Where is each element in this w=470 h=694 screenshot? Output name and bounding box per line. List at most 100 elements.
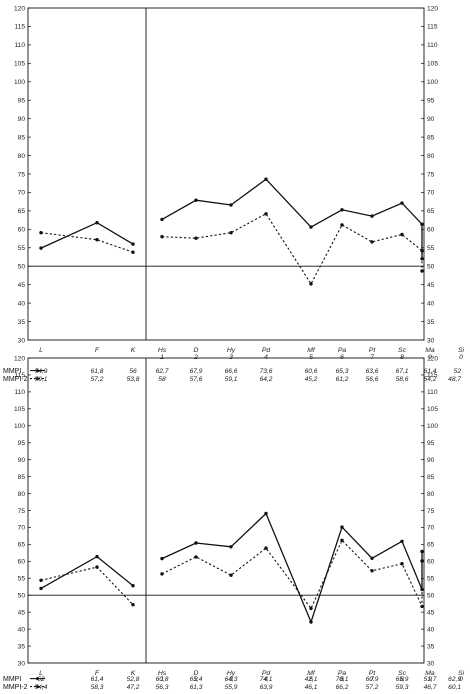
category-number: 0 <box>459 676 463 683</box>
category-number: 1 <box>160 676 164 683</box>
series-line-mmpi-2 <box>161 213 423 285</box>
y-tick-label-left: 75 <box>18 171 26 178</box>
series-value-label: 45,2 <box>305 376 318 383</box>
y-tick-label-right: 65 <box>427 208 435 215</box>
y-tick-label-left: 85 <box>18 474 26 481</box>
y-tick-label-right: 120 <box>427 355 438 362</box>
series-value-label: 66,6 <box>225 368 238 375</box>
data-point-mmpi-2 <box>420 269 424 273</box>
y-tick-label-right: 100 <box>427 423 438 430</box>
category-label: K <box>131 347 136 354</box>
category-number: 9 <box>428 676 432 683</box>
category-number: 7 <box>370 354 374 361</box>
y-tick-label-right: 50 <box>427 264 435 271</box>
series-value-label: 67,9 <box>190 368 203 375</box>
data-point-mmpi-2 <box>420 604 424 609</box>
series-value-label: 46,1 <box>305 684 318 691</box>
series-value-label: 61,2 <box>336 376 349 383</box>
data-point-mmpi-2 <box>39 231 43 235</box>
series-value-label: 58,3 <box>91 684 104 691</box>
y-tick-label-right: 95 <box>427 98 435 105</box>
series-value-label: 57,2 <box>366 684 379 691</box>
y-tick-label-left: 70 <box>18 525 26 532</box>
data-point-mmpi <box>39 586 43 591</box>
data-point-mmpi <box>39 246 43 250</box>
y-tick-label-right: 115 <box>427 24 438 31</box>
data-point-mmpi <box>95 221 99 225</box>
series-value-label: 46,7 <box>424 684 437 691</box>
y-tick-label-right: 115 <box>427 372 438 379</box>
y-tick-label-left: 85 <box>18 134 26 141</box>
y-tick-label-right: 110 <box>427 389 438 396</box>
category-number: 5 <box>309 676 313 683</box>
series-value-label: 61,4 <box>424 368 437 375</box>
category-number: 3 <box>229 354 233 361</box>
series-value-label: 65,4 <box>190 676 203 683</box>
series-value-label: 63,6 <box>366 368 379 375</box>
y-tick-label-right: 70 <box>427 190 435 197</box>
category-label: Pd <box>262 670 271 677</box>
series-value-label: 57,2 <box>91 376 104 383</box>
legend-series-name: MMPI-2 <box>3 376 28 383</box>
y-tick-label-left: 45 <box>18 609 26 616</box>
y-tick-label-right: 65 <box>427 542 435 549</box>
y-tick-label-right: 50 <box>427 593 435 600</box>
series-value-label: 54,9 <box>35 368 48 375</box>
data-point-mmpi <box>194 541 198 545</box>
y-tick-label-right: 45 <box>427 282 435 289</box>
series-value-label: 59,1 <box>225 376 238 383</box>
data-point-mmpi <box>370 556 374 560</box>
category-label: D <box>194 670 199 677</box>
data-point-mmpi <box>95 554 99 559</box>
y-tick-label-left: 90 <box>18 457 26 464</box>
series-value-label: 57,6 <box>190 376 203 383</box>
category-label: Si <box>458 670 465 677</box>
y-tick-label-right: 60 <box>427 559 435 566</box>
data-point-mmpi <box>229 203 233 207</box>
y-tick-label-right: 75 <box>427 171 435 178</box>
data-point-mmpi <box>420 549 424 554</box>
y-tick-label-left: 100 <box>14 423 25 430</box>
series-value-label: 61,4 <box>91 676 104 683</box>
series-value-label: 56,3 <box>156 684 169 691</box>
series-value-label: 56 <box>129 368 137 375</box>
series-line-mmpi <box>40 221 134 249</box>
series-value-label: 54,2 <box>424 376 437 383</box>
y-tick-label-right: 40 <box>427 626 435 633</box>
data-point-mmpi-2 <box>160 235 164 239</box>
category-label: Ma <box>425 347 435 354</box>
category-label: Pt <box>369 670 377 677</box>
y-tick-label-left: 65 <box>18 208 26 215</box>
series-value-label: 53,8 <box>127 376 140 383</box>
y-tick-label-left: 70 <box>18 190 26 197</box>
category-label: Pa <box>338 347 347 354</box>
category-label: L <box>39 670 43 677</box>
series-value-label: 60,6 <box>305 368 318 375</box>
data-point-mmpi <box>370 214 374 218</box>
data-point-mmpi <box>340 208 344 212</box>
series-value-label: 52,8 <box>127 676 140 683</box>
data-point-mmpi-2 <box>400 562 404 566</box>
series-value-label: 59,1 <box>35 376 48 383</box>
series-value-label: 64,2 <box>260 376 273 383</box>
category-label: Mf <box>307 670 316 677</box>
legend-series-name: MMPI <box>3 368 21 375</box>
y-tick-label-right: 60 <box>427 227 435 234</box>
data-point-mmpi-2 <box>229 573 233 577</box>
series-value-label: 67,1 <box>396 368 409 375</box>
y-tick-label-left: 95 <box>18 440 26 447</box>
data-point-mmpi <box>229 545 233 549</box>
y-tick-label-left: 40 <box>18 626 26 633</box>
data-point-mmpi-2 <box>400 232 404 237</box>
data-point-mmpi <box>400 539 404 543</box>
series-value-label: 61,3 <box>190 684 203 691</box>
y-tick-label-left: 115 <box>14 372 25 379</box>
data-point-mmpi-2 <box>194 555 198 559</box>
data-point-mmpi-2 <box>194 236 198 240</box>
category-number: 6 <box>340 354 344 361</box>
data-point-mmpi <box>400 201 404 205</box>
y-tick-label-left: 35 <box>18 319 26 326</box>
data-point-mmpi <box>309 225 313 229</box>
y-tick-label-right: 85 <box>427 134 435 141</box>
